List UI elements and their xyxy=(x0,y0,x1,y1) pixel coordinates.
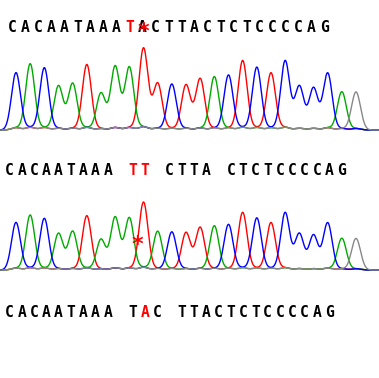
Text: C: C xyxy=(255,20,264,35)
Text: C: C xyxy=(203,20,212,35)
Text: A: A xyxy=(190,20,199,35)
Text: C: C xyxy=(313,163,321,178)
Text: T: T xyxy=(190,305,198,320)
Text: A: A xyxy=(103,163,112,178)
Text: A: A xyxy=(202,305,211,320)
Text: A: A xyxy=(54,163,63,178)
Text: T: T xyxy=(177,20,186,35)
Text: T: T xyxy=(128,163,137,178)
Text: C: C xyxy=(239,305,247,320)
Text: T: T xyxy=(216,20,225,35)
Text: C: C xyxy=(276,305,284,320)
Text: C: C xyxy=(251,163,260,178)
Text: C: C xyxy=(268,20,277,35)
Text: C: C xyxy=(30,163,38,178)
Text: *: * xyxy=(132,235,143,255)
Text: A: A xyxy=(17,163,26,178)
Text: A: A xyxy=(79,305,88,320)
Text: C: C xyxy=(5,163,14,178)
Text: C: C xyxy=(214,305,223,320)
Text: C: C xyxy=(294,20,303,35)
Text: A: A xyxy=(112,20,121,35)
Text: T: T xyxy=(164,20,173,35)
Text: G: G xyxy=(325,305,334,320)
Text: T: T xyxy=(242,20,251,35)
Text: A: A xyxy=(138,20,147,35)
Text: C: C xyxy=(300,305,309,320)
Text: A: A xyxy=(60,20,69,35)
Text: T: T xyxy=(239,163,247,178)
Text: A: A xyxy=(313,305,321,320)
Text: A: A xyxy=(91,305,100,320)
Text: T: T xyxy=(73,20,82,35)
Text: C: C xyxy=(281,20,290,35)
Text: T: T xyxy=(251,305,260,320)
Text: G: G xyxy=(320,20,329,35)
Text: A: A xyxy=(325,163,334,178)
Text: C: C xyxy=(153,305,161,320)
Text: C: C xyxy=(288,305,297,320)
Text: A: A xyxy=(140,305,149,320)
Text: C: C xyxy=(229,20,238,35)
Text: A: A xyxy=(91,163,100,178)
Text: A: A xyxy=(79,163,88,178)
Text: T: T xyxy=(177,163,186,178)
Text: T: T xyxy=(128,305,137,320)
Text: C: C xyxy=(288,163,297,178)
Text: C: C xyxy=(276,163,284,178)
Text: C: C xyxy=(8,20,17,35)
Text: C: C xyxy=(30,305,38,320)
Text: T: T xyxy=(263,163,272,178)
Text: C: C xyxy=(263,305,272,320)
Text: T: T xyxy=(66,163,75,178)
Text: A: A xyxy=(99,20,108,35)
Text: A: A xyxy=(54,305,63,320)
Text: A: A xyxy=(202,163,211,178)
Text: C: C xyxy=(34,20,43,35)
Text: *: * xyxy=(138,22,149,42)
Text: T: T xyxy=(177,305,186,320)
Text: A: A xyxy=(21,20,30,35)
Text: C: C xyxy=(165,163,174,178)
Text: T: T xyxy=(140,163,149,178)
Text: A: A xyxy=(86,20,95,35)
Text: T: T xyxy=(190,163,198,178)
Text: T: T xyxy=(66,305,75,320)
Text: C: C xyxy=(5,305,14,320)
Text: G: G xyxy=(337,163,346,178)
Text: C: C xyxy=(300,163,309,178)
Text: A: A xyxy=(307,20,316,35)
Text: A: A xyxy=(42,163,51,178)
Text: A: A xyxy=(17,305,26,320)
Text: C: C xyxy=(226,163,235,178)
Text: A: A xyxy=(103,305,112,320)
Text: A: A xyxy=(42,305,51,320)
Text: T: T xyxy=(226,305,235,320)
Text: A: A xyxy=(47,20,56,35)
Text: T: T xyxy=(125,20,134,35)
Text: C: C xyxy=(151,20,160,35)
